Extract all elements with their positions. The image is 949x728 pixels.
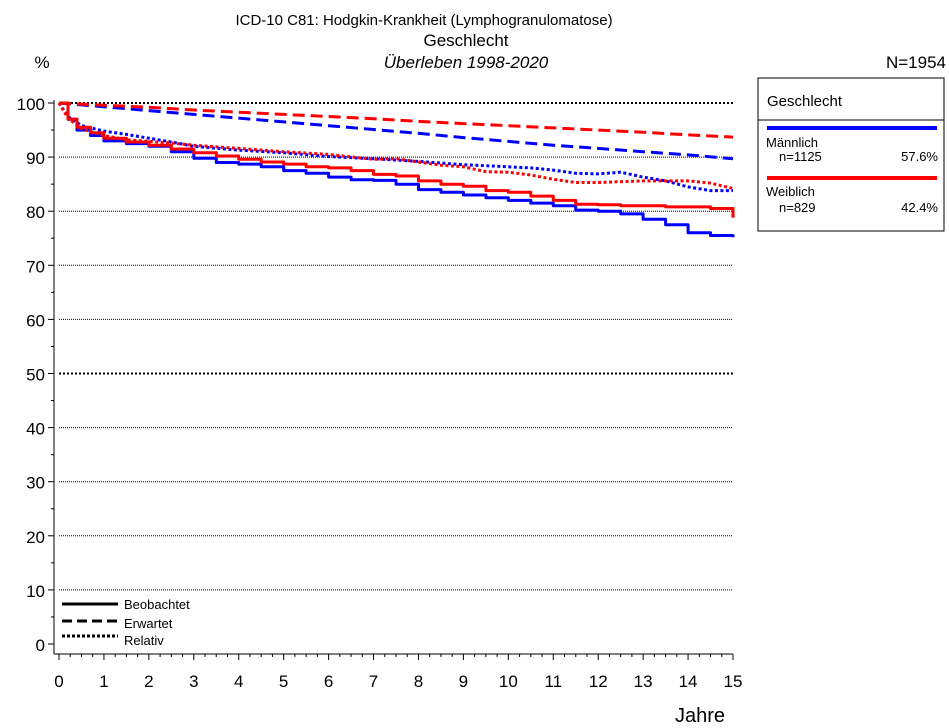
y-tick-label: 60 bbox=[26, 311, 45, 330]
y-tick-label: 0 bbox=[36, 636, 45, 655]
female-relative-line bbox=[57, 102, 734, 190]
legend-female-n: n=829 bbox=[779, 200, 816, 215]
x-tick-label: 9 bbox=[459, 672, 468, 691]
male-relative-line bbox=[57, 102, 733, 193]
legend-observed-label: Beobachtet bbox=[124, 597, 190, 612]
y-tick-label: 10 bbox=[26, 582, 45, 601]
legend-male-pct: 57.6% bbox=[901, 149, 938, 164]
x-tick-label: 8 bbox=[414, 672, 423, 691]
y-tick-label: 80 bbox=[26, 203, 45, 222]
x-tick-label: 2 bbox=[144, 672, 153, 691]
x-tick-label: 13 bbox=[634, 672, 653, 691]
x-tick-label: 15 bbox=[724, 672, 743, 691]
legend-male-name: Männlich bbox=[766, 135, 818, 150]
chart-subtitle: Geschlecht bbox=[423, 31, 508, 50]
male-expected-line bbox=[58, 101, 734, 161]
legend-relative-label: Relativ bbox=[124, 633, 164, 648]
y-tick-label: 100 bbox=[17, 95, 45, 114]
group-legend-title: Geschlecht bbox=[767, 93, 843, 110]
x-tick-label: 11 bbox=[544, 672, 562, 691]
legend-male-n: n=1125 bbox=[779, 149, 822, 164]
female-observed-line bbox=[59, 101, 735, 218]
group-legend-box bbox=[757, 77, 945, 232]
group-legend: Geschlecht Männlich n=1125 57.6% Weiblic… bbox=[757, 77, 945, 232]
male-observed-line bbox=[59, 101, 735, 238]
legend-female-pct: 42.4% bbox=[901, 200, 938, 215]
x-tick-label: 3 bbox=[189, 672, 198, 691]
legend-expected-label: Erwartet bbox=[124, 616, 173, 631]
female-expected-line bbox=[58, 101, 734, 139]
y-tick-label: 40 bbox=[26, 420, 45, 439]
y-tick-label: 20 bbox=[26, 528, 45, 547]
x-tick-label: 7 bbox=[369, 672, 378, 691]
chart-title: ICD-10 C81: Hodgkin-Krankheit (Lymphogra… bbox=[235, 12, 612, 29]
legend-female-name: Weiblich bbox=[766, 184, 815, 199]
gridlines bbox=[59, 102, 733, 591]
y-tick-label: 50 bbox=[26, 366, 45, 385]
x-tick-label: 14 bbox=[679, 672, 698, 691]
line-style-legend: Beobachtet Erwartet Relativ bbox=[62, 597, 190, 648]
x-tick-label: 1 bbox=[99, 672, 108, 691]
y-tick-label: 70 bbox=[26, 257, 45, 276]
y-tick-label: 90 bbox=[26, 149, 45, 168]
n-total: N=1954 bbox=[886, 53, 946, 72]
series-lines bbox=[57, 101, 735, 238]
x-tick-label: 10 bbox=[499, 672, 518, 691]
y-axis-label: % bbox=[34, 53, 49, 72]
x-tick-label: 4 bbox=[234, 672, 243, 691]
x-axis-label: Jahre bbox=[675, 705, 725, 727]
x-tick-label: 0 bbox=[54, 672, 63, 691]
x-tick-label: 12 bbox=[589, 672, 608, 691]
x-tick-label: 6 bbox=[324, 672, 333, 691]
y-tick-label: 30 bbox=[26, 474, 45, 493]
x-tick-label: 5 bbox=[279, 672, 288, 691]
chart-subtitle-period: Überleben 1998-2020 bbox=[384, 53, 549, 72]
